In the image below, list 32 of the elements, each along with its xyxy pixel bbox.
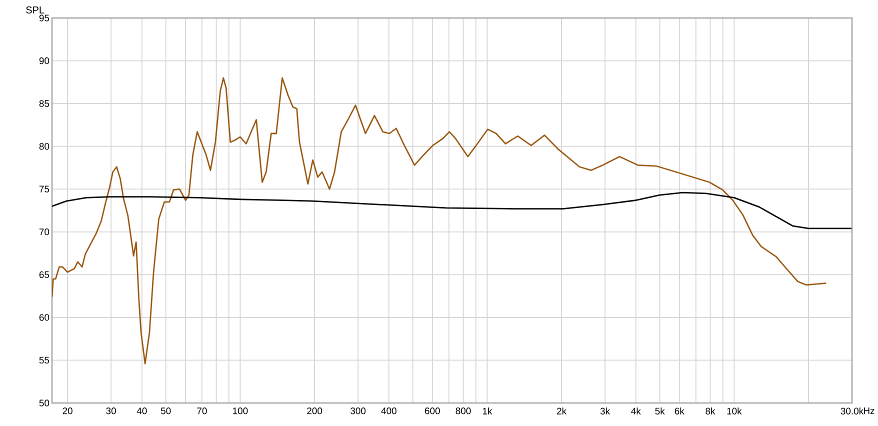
x-tick-label: 800 — [456, 408, 471, 414]
x-tick-label: 10k — [727, 408, 742, 414]
x-tick-label: 6k — [674, 408, 684, 414]
y-tick-label: 75 — [39, 186, 50, 192]
x-tick-label: 40 — [136, 408, 147, 414]
x-tick-label: 300 — [350, 408, 366, 414]
y-tick-label: 80 — [39, 142, 50, 150]
x-tick-label: 5k — [655, 408, 665, 414]
x-tick-label: 100 — [233, 408, 248, 414]
y-tick-label: 85 — [39, 100, 50, 107]
x-tick-label: 1k — [482, 408, 492, 414]
y-tick-label: 50 — [39, 400, 50, 406]
x-tick-label: 50 — [160, 408, 171, 414]
y-tick-label: 65 — [39, 271, 50, 278]
x-tick-label: 30.0k — [840, 408, 864, 414]
y-tick-label: 70 — [39, 228, 50, 236]
x-tick-label: 600 — [424, 408, 440, 414]
y-tick-label: 90 — [39, 57, 50, 64]
x-tick-label: 20 — [62, 408, 72, 414]
y-tick-label: 55 — [39, 356, 50, 364]
y-tick-label: 95 — [39, 14, 50, 22]
x-tick-label: 200 — [307, 408, 322, 414]
x-axis-title: Hz — [864, 408, 874, 414]
x-tick-label: 3k — [600, 408, 610, 414]
y-axis-title: SPL — [26, 6, 44, 14]
x-tick-label: 30 — [106, 408, 116, 414]
x-tick-label: 400 — [381, 408, 396, 414]
x-tick-label: 8k — [706, 408, 716, 414]
x-tick-label: 4k — [631, 408, 641, 414]
y-tick-label: 60 — [39, 314, 50, 321]
x-tick-label: 2k — [557, 408, 567, 414]
x-tick-label: 70 — [197, 408, 207, 414]
